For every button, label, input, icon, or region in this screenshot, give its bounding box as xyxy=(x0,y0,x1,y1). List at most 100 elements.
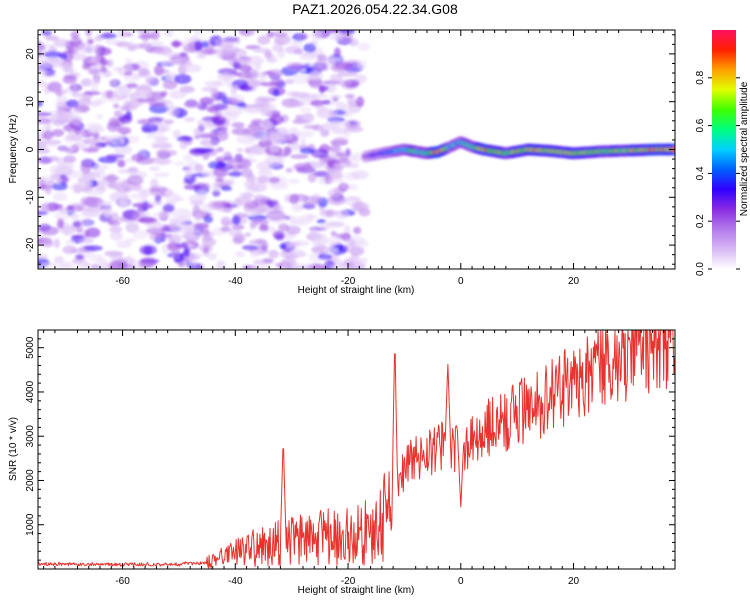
spectrogram-noise-blob xyxy=(344,93,355,99)
spectrogram-noise-blob xyxy=(76,227,84,233)
spectrogram-noise-blob xyxy=(151,140,164,148)
spectrogram-noise-blob xyxy=(239,64,252,72)
spectrogram-noise-blob xyxy=(169,90,187,100)
spectrogram-noise-blob xyxy=(253,194,266,200)
spectrogram-noise-blob xyxy=(136,88,144,95)
spectrogram-noise-blob xyxy=(311,238,323,246)
spectrogram-noise-blob xyxy=(279,243,287,249)
spectrogram-noise-blob xyxy=(263,132,280,143)
spectrogram-noise-blob xyxy=(172,129,182,139)
spectrogram-noise-blob xyxy=(84,227,101,238)
spectrogram-noise-blob xyxy=(293,163,313,171)
spectrogram-noise-blob xyxy=(202,153,210,161)
spectrogram-noise-blob xyxy=(38,68,48,75)
spectrogram-noise-blob xyxy=(193,128,202,136)
spectrogram-noise-blob xyxy=(163,119,175,125)
spectrogram-noise-blob xyxy=(102,175,120,182)
spectrogram-noise-blob xyxy=(299,53,317,61)
spectrogram-noise-blob xyxy=(68,115,83,125)
spectrogram-noise-blob xyxy=(75,254,85,261)
spectrogram-noise-blob xyxy=(231,84,240,91)
spectrogram-noise-blob xyxy=(163,225,171,231)
spectrogram-noise-blob xyxy=(203,215,213,224)
spectrogram-noise-blob xyxy=(291,141,300,152)
spectrogram-noise-blob xyxy=(227,97,239,105)
spectrogram-noise-blob xyxy=(308,78,323,89)
spectrogram-ticks: -60 -40 -20 0 20 -20 -10 0 10 20 xyxy=(25,30,676,287)
spectrogram-noise-blob xyxy=(162,203,175,213)
spectrogram-noise-blob xyxy=(153,200,163,206)
spectrogram-noise-blob xyxy=(45,35,59,41)
colorbar-tick-label: 0.8 xyxy=(695,70,706,84)
spectrogram-noise-blob xyxy=(38,63,48,69)
spectrogram-noise-blob xyxy=(357,59,367,70)
spectrogram-noise-blob xyxy=(260,81,278,87)
snr-panel: -60 -40 -20 0 20 1000 2000 3000 4000 5000 Height … xyxy=(8,329,676,596)
spectrogram-noise-blob xyxy=(172,208,192,219)
spectrogram-noise-blob xyxy=(302,263,315,269)
spectrogram-noise-blob xyxy=(145,74,154,83)
spectrogram-noise-blob xyxy=(98,156,118,164)
spectrogram-noise-blob xyxy=(77,261,85,268)
spectrogram-noise-blob xyxy=(329,33,344,41)
spectrogram-noise-blob xyxy=(274,34,291,46)
spectrogram-noise-blob xyxy=(254,64,262,71)
spectrogram-noise-blob xyxy=(197,189,208,201)
spectrogram-noise-blob xyxy=(183,246,191,258)
spectrogram-noise-blob xyxy=(213,115,227,126)
y-tick-label: 10 xyxy=(25,96,36,108)
spectrogram-noise-blob xyxy=(38,254,49,260)
spectrogram-noise-blob xyxy=(247,214,268,222)
spectrogram-noise-blob xyxy=(194,134,201,140)
colorbar-tick-label: 0.2 xyxy=(695,214,706,228)
spectrogram-noise-blob xyxy=(271,44,284,52)
spectrogram-noise-blob xyxy=(303,43,317,53)
spectrogram-noise-blob xyxy=(70,211,79,222)
spectrogram-noise-blob xyxy=(162,51,180,58)
spectrogram-noise-blob xyxy=(38,226,46,232)
spectrogram-noise-blob xyxy=(265,199,279,206)
spectrogram-noise-blob xyxy=(312,66,327,71)
spectrogram-noise-blob xyxy=(332,136,349,145)
colorbar-tick-label: 0.4 xyxy=(695,166,706,180)
colorbar-label: Normalized spectral amplitude xyxy=(739,81,750,216)
spectrogram-noise-blob xyxy=(143,211,151,219)
spectrogram-noise-blob xyxy=(236,147,244,153)
spectrogram-noise-blob xyxy=(286,30,293,35)
spectrogram-noise-blob xyxy=(268,177,281,183)
spectrogram-noise-blob xyxy=(89,143,102,150)
spectrogram-noise-blob xyxy=(215,156,228,162)
spectrogram-blobs xyxy=(38,30,675,269)
spectrogram-noise-blob xyxy=(90,263,101,269)
spectrogram-noise-blob xyxy=(303,124,320,130)
spectrogram-noise-blob xyxy=(66,205,75,211)
spectrogram-noise-blob xyxy=(228,171,242,178)
spectrogram-noise-blob xyxy=(89,127,100,133)
spectrogram-noise-blob xyxy=(269,143,279,152)
spectrogram-noise-blob xyxy=(327,194,347,206)
spectrogram-noise-blob xyxy=(74,127,82,136)
spectrogram-noise-blob xyxy=(292,73,309,85)
spectrogram-noise-blob xyxy=(63,155,77,164)
spectrogram-noise-blob xyxy=(201,40,209,49)
spectrogram-noise-blob xyxy=(68,109,82,115)
spectrogram-noise-blob xyxy=(183,184,201,190)
spectrogram-noise-blob xyxy=(216,147,224,153)
spectrogram-noise-blob xyxy=(38,101,43,107)
spectrogram-noise-blob xyxy=(207,252,218,261)
spectrogram-noise-blob xyxy=(72,220,82,228)
y-tick-label: 0 xyxy=(25,146,36,152)
spectrogram-noise-blob xyxy=(290,262,305,269)
spectrogram-noise-blob xyxy=(233,62,242,70)
spectrogram-noise-blob xyxy=(244,232,252,237)
spectrogram-noise-blob xyxy=(289,248,305,257)
snr-ticks: -60 -40 -20 0 20 1000 2000 3000 4000 5000 xyxy=(25,329,676,587)
spectrogram-noise-blob xyxy=(259,223,269,232)
spectrogram-noise-blob xyxy=(346,196,362,201)
spectrogram-noise-blob xyxy=(300,113,314,120)
spectrogram-noise-blob xyxy=(108,134,125,146)
spectrogram-noise-blob xyxy=(198,133,213,139)
spectrogram-noise-blob xyxy=(317,253,333,260)
spectrogram-noise-blob xyxy=(285,167,293,173)
